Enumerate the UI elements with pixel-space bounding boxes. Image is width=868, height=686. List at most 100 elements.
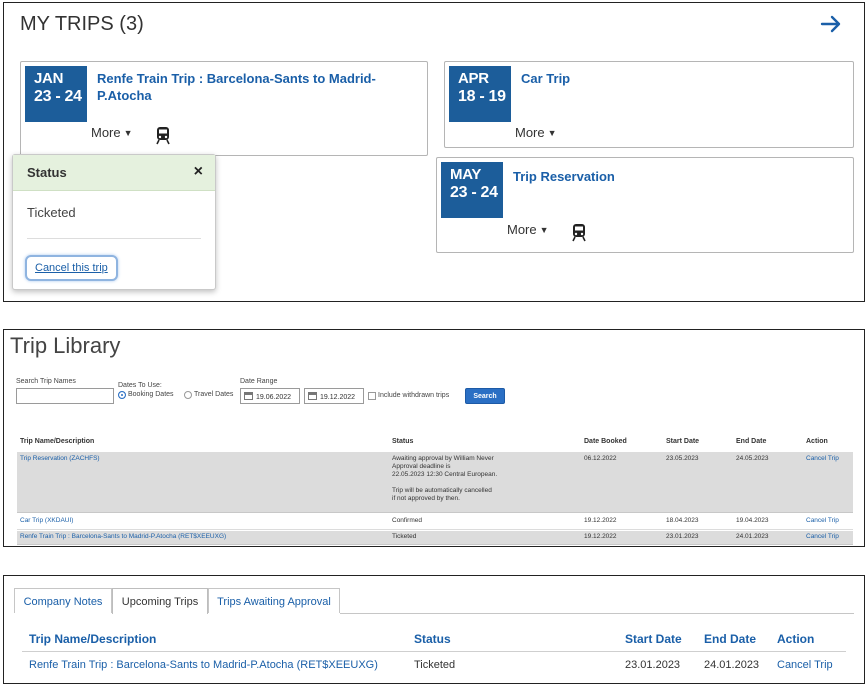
caret-down-icon: ▼: [539, 225, 549, 235]
col-start-date: Start Date: [625, 632, 682, 646]
date-to-input[interactable]: 19.12.2022: [304, 388, 364, 404]
my-trips-panel: MY TRIPS (3) JAN 23 - 24 Renfe Train Tri…: [3, 2, 865, 302]
train-icon: [572, 224, 586, 242]
more-dropdown[interactable]: More ▼: [507, 222, 549, 237]
date-box: APR 18 - 19: [449, 66, 511, 122]
date-from-input[interactable]: 19.06.2022: [240, 388, 300, 404]
travel-dates-label: Travel Dates: [194, 391, 234, 398]
cancel-trip-link[interactable]: Cancel Trip: [806, 455, 839, 462]
tab-trips-awaiting-approval[interactable]: Trips Awaiting Approval: [208, 588, 340, 613]
calendar-icon[interactable]: [244, 392, 253, 400]
date-month: JAN: [34, 70, 64, 87]
trip-status: Ticketed: [392, 533, 417, 540]
date-booked: 06.12.2022: [584, 455, 617, 462]
trip-title-link[interactable]: Trip Reservation: [513, 169, 615, 184]
end-date: 24.05.2023: [736, 455, 769, 462]
travel-dates-radio[interactable]: [184, 391, 192, 399]
table-row: Car Trip (XKDAUI) Confirmed 19.12.2022 1…: [17, 514, 853, 530]
trip-name-link[interactable]: Car Trip (XKDAUI): [20, 517, 74, 524]
start-date: 23.05.2023: [666, 455, 699, 462]
tab-divider: [340, 613, 854, 614]
upcoming-trips-panel: Company Notes Upcoming Trips Trips Await…: [3, 575, 865, 684]
start-date: 23.01.2023: [666, 533, 699, 540]
more-dropdown[interactable]: More ▼: [91, 125, 133, 140]
col-action: Action: [777, 632, 815, 646]
end-date: 24.01.2023: [704, 659, 760, 671]
col-action: Action: [806, 438, 828, 445]
date-month: MAY: [450, 166, 482, 183]
status-value: Ticketed: [27, 205, 76, 220]
col-date-booked: Date Booked: [584, 438, 627, 445]
caret-down-icon: ▼: [547, 128, 557, 138]
more-dropdown[interactable]: More ▼: [515, 125, 557, 140]
cancel-trip-link[interactable]: Cancel Trip: [806, 533, 839, 540]
my-trips-title: MY TRIPS (3): [20, 13, 144, 35]
close-icon[interactable]: ×: [193, 163, 203, 180]
trip-title-link[interactable]: Car Trip: [521, 71, 571, 86]
trip-name-link[interactable]: Renfe Train Trip : Barcelona-Sants to Ma…: [29, 659, 378, 671]
status-popover-header: Status ×: [13, 155, 215, 191]
trip-card-car[interactable]: APR 18 - 19 Car Trip More ▼: [444, 61, 854, 148]
tab-company-notes[interactable]: Company Notes: [14, 588, 112, 613]
status-line: 22.05.2023 12:30 Central European.: [392, 471, 498, 478]
date-days: 23 - 24: [34, 87, 82, 105]
include-withdrawn-checkbox[interactable]: [368, 392, 376, 400]
caret-down-icon: ▼: [123, 128, 133, 138]
end-date: 24.01.2023: [736, 533, 769, 540]
date-days: 18 - 19: [458, 87, 506, 105]
trip-status: Confirmed: [392, 517, 422, 524]
trip-card-train[interactable]: JAN 23 - 24 Renfe Train Trip : Barcelona…: [20, 61, 428, 156]
trip-library-title: Trip Library: [10, 333, 121, 358]
more-label: More: [91, 125, 121, 140]
arrow-right-icon[interactable]: [820, 13, 842, 35]
dates-to-use-label: Dates To Use:: [118, 382, 162, 389]
header-divider: [22, 651, 846, 652]
search-button[interactable]: Search: [465, 388, 505, 404]
date-box: JAN 23 - 24: [25, 66, 87, 122]
date-range-label: Date Range: [240, 378, 278, 385]
trip-name-link[interactable]: Trip Reservation (ZACHFS): [20, 455, 100, 462]
date-days: 23 - 24: [450, 183, 498, 201]
trip-name-link[interactable]: Renfe Train Trip : Barcelona-Sants to Ma…: [20, 533, 227, 540]
table-row: Trip Reservation (ZACHFS) Awaiting appro…: [17, 452, 853, 513]
include-withdrawn-label: Include withdrawn trips: [378, 392, 450, 399]
date-booked: 19.12.2022: [584, 517, 617, 524]
col-status: Status: [392, 438, 414, 445]
trip-status: Ticketed: [414, 659, 456, 671]
trip-title-link[interactable]: Renfe Train Trip : Barcelona-Sants to Ma…: [97, 71, 376, 103]
col-end-date: End Date: [704, 632, 757, 646]
end-date: 19.04.2023: [736, 517, 769, 524]
trip-card-reservation[interactable]: MAY 23 - 24 Trip Reservation More ▼: [436, 157, 854, 253]
booking-dates-radio[interactable]: [118, 391, 126, 399]
date-box: MAY 23 - 24: [441, 162, 503, 218]
col-trip-name: Trip Name/Description: [20, 438, 95, 445]
status-line: [392, 479, 552, 487]
trip-status: Awaiting approval by William Never Appro…: [392, 455, 552, 503]
start-date: 18.04.2023: [666, 517, 699, 524]
status-line: if not approved by then.: [392, 495, 460, 502]
divider: [27, 238, 201, 239]
status-line: Trip will be automatically cancelled: [392, 487, 492, 494]
date-to-value: 19.12.2022: [320, 394, 356, 401]
trip-library-panel: Trip Library Search Trip Names Dates To …: [3, 329, 865, 547]
search-trip-names-input[interactable]: [16, 388, 114, 404]
train-icon: [156, 127, 170, 145]
status-heading: Status: [27, 165, 67, 180]
booking-dates-label: Booking Dates: [128, 391, 174, 398]
table-row: Renfe Train Trip : Barcelona-Sants to Ma…: [17, 531, 853, 545]
date-booked: 19.12.2022: [584, 533, 617, 540]
search-trip-names-label: Search Trip Names: [16, 378, 76, 385]
cancel-trip-link[interactable]: Cancel Trip: [806, 517, 839, 524]
col-trip-name: Trip Name/Description: [29, 632, 157, 646]
status-popover: Status × Ticketed Cancel this trip: [12, 154, 216, 290]
tab-upcoming-trips[interactable]: Upcoming Trips: [112, 588, 208, 614]
cancel-trip-link[interactable]: Cancel Trip: [777, 659, 833, 671]
calendar-icon[interactable]: [308, 392, 317, 400]
date-from-value: 19.06.2022: [256, 394, 292, 401]
col-status: Status: [414, 632, 451, 646]
more-label: More: [507, 222, 537, 237]
cancel-trip-button[interactable]: Cancel this trip: [25, 255, 118, 281]
date-month: APR: [458, 70, 489, 87]
status-line: Awaiting approval by William Never: [392, 455, 494, 462]
col-start-date: Start Date: [666, 438, 700, 445]
